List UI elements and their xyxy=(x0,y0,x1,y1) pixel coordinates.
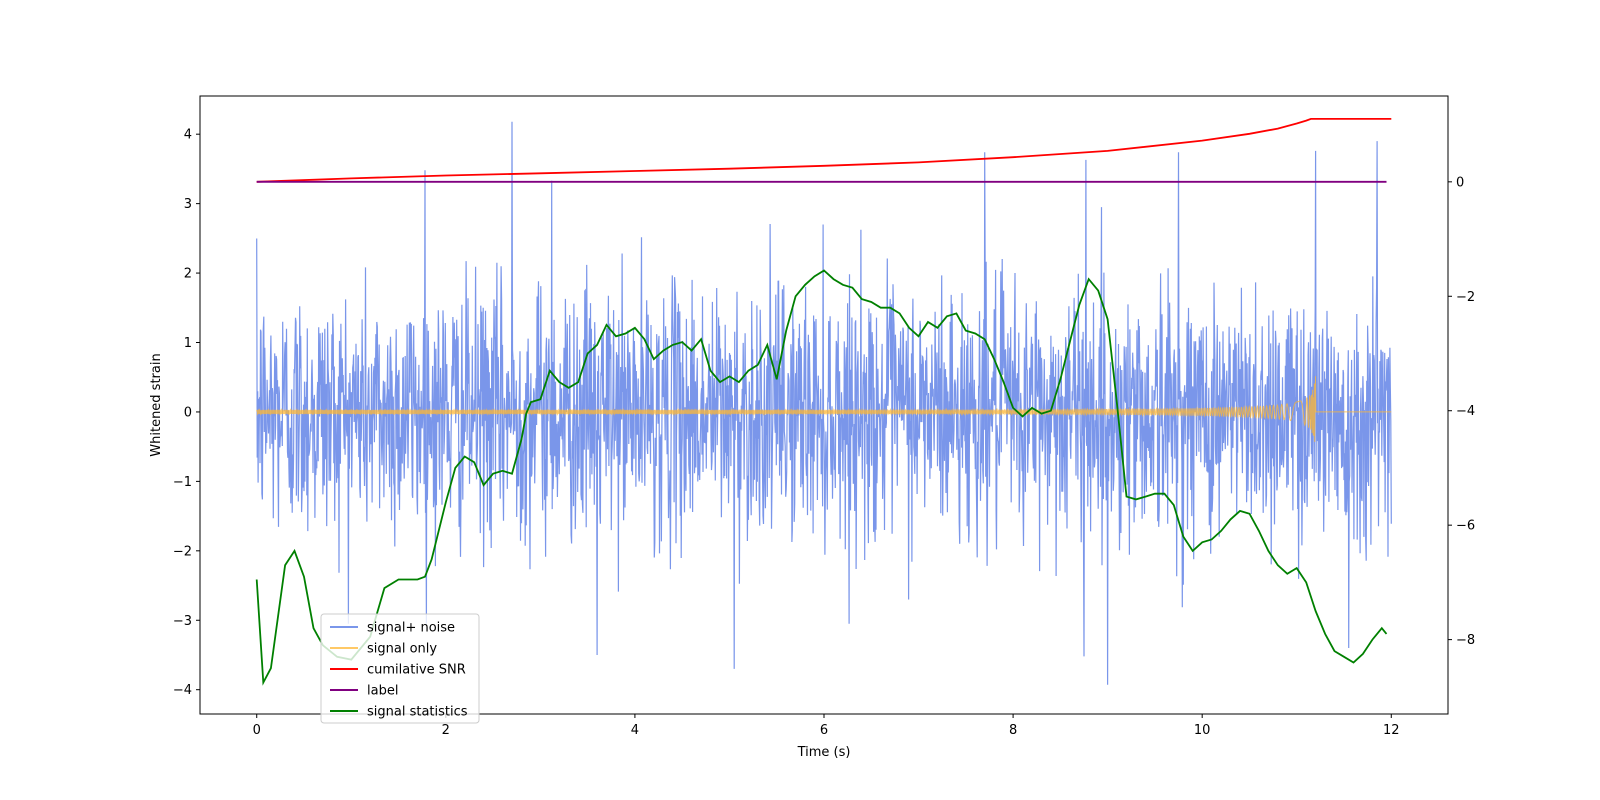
y-tick-label: 4 xyxy=(184,128,192,143)
y-tick-label: −3 xyxy=(173,614,192,629)
legend: signal+ noise signal only cumilative SNR la… xyxy=(320,613,480,724)
x-tick-label: 12 xyxy=(1383,723,1400,738)
y2-tick-label: 0 xyxy=(1456,175,1464,190)
legend-label: label xyxy=(367,684,398,699)
legend-entries: signal+ noise signal only cumilative SNR la… xyxy=(330,621,468,720)
y-tick-label: 0 xyxy=(184,405,192,420)
y2-tick-label: −4 xyxy=(1456,404,1475,419)
y-axis-ticks: −4 −3 −2 −1 0 1 2 3 4 xyxy=(173,128,200,698)
x-tick-label: 2 xyxy=(442,723,450,738)
series-line-signal-noise xyxy=(256,121,1392,685)
x-tick-label: 0 xyxy=(253,723,261,738)
y-tick-label: 1 xyxy=(184,336,192,351)
y-tick-label: −4 xyxy=(173,683,192,698)
y-axis-title: Whitened strain xyxy=(149,353,164,456)
y2-tick-label: −2 xyxy=(1456,290,1475,305)
x-tick-label: 10 xyxy=(1194,723,1211,738)
x-tick-label: 8 xyxy=(1009,723,1017,738)
series-line-signal-statistics xyxy=(255,269,1388,686)
y-tick-label: −2 xyxy=(173,544,192,559)
legend-label: signal+ noise xyxy=(367,621,455,636)
y2-axis-ticks: −8 −6 −4 −2 0 xyxy=(1448,175,1475,648)
series-layer xyxy=(255,118,1392,686)
y2-tick-label: −6 xyxy=(1456,519,1475,534)
y2-tick-label: −8 xyxy=(1456,633,1475,648)
legend-label: signal statistics xyxy=(367,705,468,720)
y-tick-label: −1 xyxy=(173,475,192,490)
legend-label: cumilative SNR xyxy=(367,663,466,678)
x-axis-title: Time (s) xyxy=(797,745,851,760)
legend-frame xyxy=(320,613,480,724)
x-tick-label: 4 xyxy=(631,723,639,738)
series-line-cumilative-snr xyxy=(256,118,1392,183)
y-tick-label: 3 xyxy=(184,197,192,212)
x-tick-label: 6 xyxy=(820,723,828,738)
series-line-signal-only xyxy=(256,376,1392,442)
plot-area xyxy=(255,118,1392,686)
y-tick-label: 2 xyxy=(184,267,192,282)
legend-label: signal only xyxy=(367,642,437,657)
